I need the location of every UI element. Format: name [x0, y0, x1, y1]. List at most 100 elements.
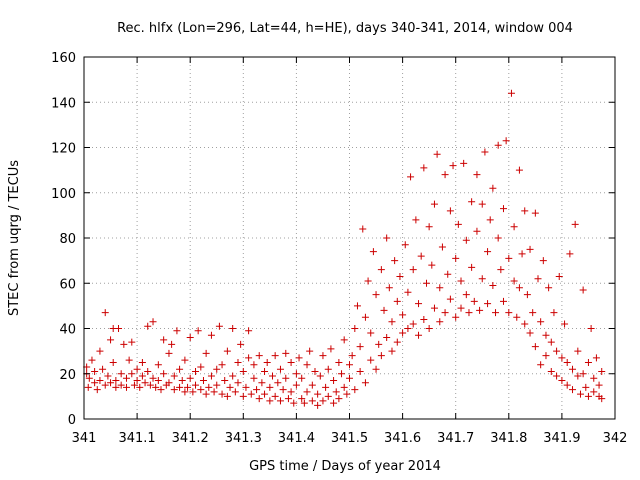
- data-point: [295, 354, 303, 362]
- data-point: [391, 257, 399, 265]
- data-point: [255, 395, 263, 403]
- data-point: [109, 358, 117, 366]
- data-point: [96, 377, 104, 385]
- data-point: [492, 309, 500, 317]
- data-point: [311, 367, 319, 375]
- data-point: [566, 250, 574, 258]
- y-tick-label: 160: [51, 51, 76, 66]
- data-point: [245, 354, 253, 362]
- data-point: [160, 336, 168, 344]
- data-point: [258, 379, 266, 387]
- data-points: [83, 89, 606, 409]
- data-point: [507, 89, 515, 97]
- data-point: [340, 383, 348, 391]
- data-point: [547, 367, 555, 375]
- data-point: [388, 347, 396, 355]
- data-point: [584, 392, 592, 400]
- data-point: [494, 141, 502, 149]
- data-point: [592, 354, 600, 362]
- data-point: [335, 395, 343, 403]
- data-point: [223, 347, 231, 355]
- data-point: [420, 315, 428, 323]
- data-point: [263, 358, 271, 366]
- data-point: [154, 361, 162, 369]
- x-tick-label: 341.6: [384, 431, 421, 446]
- data-point: [470, 297, 478, 305]
- data-point: [120, 340, 128, 348]
- data-point: [308, 397, 316, 405]
- y-axis-label: STEC from uqrg / TECUs: [7, 160, 22, 316]
- data-point: [91, 367, 99, 375]
- data-point: [170, 386, 178, 394]
- x-tick-label: 342: [603, 431, 628, 446]
- data-point: [146, 381, 154, 389]
- data-point: [234, 379, 242, 387]
- data-point: [383, 334, 391, 342]
- data-point: [353, 302, 361, 310]
- data-point: [128, 338, 136, 346]
- data-point: [152, 383, 160, 391]
- data-point: [276, 365, 284, 373]
- data-point: [364, 277, 372, 285]
- data-point: [457, 277, 465, 285]
- data-point: [584, 358, 592, 366]
- data-point: [351, 386, 359, 394]
- data-point: [144, 367, 152, 375]
- data-point: [361, 313, 369, 321]
- data-point: [239, 367, 247, 375]
- data-point: [407, 173, 415, 181]
- data-point: [348, 352, 356, 360]
- data-point: [261, 390, 269, 398]
- y-tick-label: 60: [59, 277, 76, 292]
- data-point: [446, 207, 454, 215]
- data-point: [202, 390, 210, 398]
- data-point: [157, 386, 165, 394]
- data-point: [189, 388, 197, 396]
- y-tick-label: 120: [51, 142, 76, 157]
- x-tick-label: 341: [72, 431, 97, 446]
- data-point: [489, 282, 497, 290]
- data-point: [298, 395, 306, 403]
- data-point: [415, 331, 423, 339]
- data-point: [300, 399, 308, 407]
- data-point: [462, 236, 470, 244]
- data-point: [314, 390, 322, 398]
- data-point: [409, 320, 417, 328]
- data-point: [346, 374, 353, 382]
- data-point: [465, 309, 473, 317]
- data-point: [417, 252, 425, 260]
- data-point: [574, 372, 582, 380]
- data-point: [122, 374, 130, 382]
- data-point: [223, 392, 231, 400]
- data-point: [473, 227, 481, 235]
- data-point: [361, 379, 369, 387]
- data-point: [186, 374, 194, 382]
- y-tick-label: 100: [51, 187, 76, 202]
- data-point: [136, 383, 144, 391]
- data-point: [99, 365, 107, 373]
- data-point: [526, 329, 534, 337]
- y-tick-label: 20: [59, 368, 76, 383]
- data-point: [93, 386, 101, 394]
- data-point: [186, 334, 194, 342]
- data-point: [144, 322, 152, 330]
- data-point: [231, 388, 239, 396]
- data-point: [481, 148, 489, 156]
- data-point: [117, 381, 125, 389]
- data-point: [202, 349, 210, 357]
- data-point: [303, 388, 311, 396]
- data-point: [351, 325, 359, 332]
- data-point: [122, 383, 130, 391]
- data-point: [181, 356, 189, 364]
- data-point: [335, 358, 343, 366]
- data-point: [430, 200, 438, 208]
- data-point: [112, 383, 120, 391]
- data-point: [271, 352, 279, 360]
- x-tick-label: 341.7: [437, 431, 474, 446]
- data-point: [558, 377, 566, 385]
- data-point: [356, 343, 364, 351]
- data-point: [101, 381, 109, 389]
- data-point: [314, 401, 322, 409]
- x-axis-ticks: 341 341.1 341.2 341.3 341.4 341.5 341.6 341.7 34…: [72, 57, 628, 446]
